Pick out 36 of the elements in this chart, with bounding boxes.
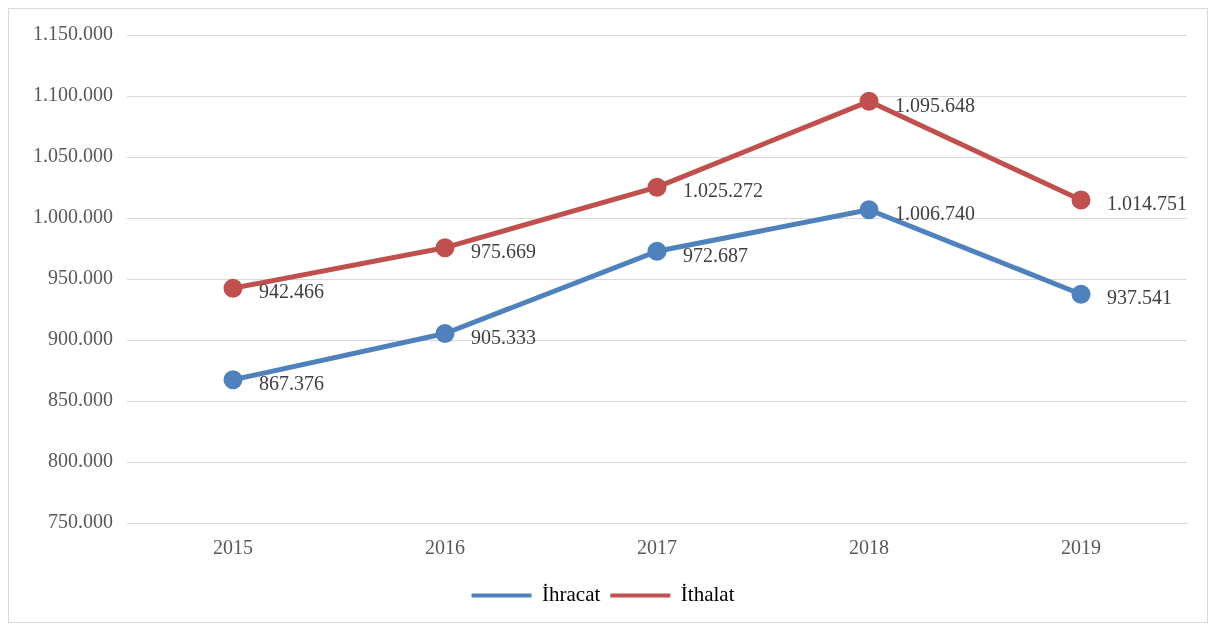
legend-label: İhracat [542,582,601,607]
y-tick-label: 750.000 [48,510,113,533]
x-tick-label: 2016 [425,536,465,559]
data-label: 1.025.272 [683,179,763,202]
data-label: 867.376 [259,372,324,395]
point [435,238,455,258]
data-label: 937.541 [1107,286,1172,309]
point [647,177,667,197]
data-label: 1.095.648 [895,93,975,116]
point [1071,284,1091,304]
point [859,200,879,220]
x-tick-label: 2019 [1061,536,1101,559]
point [859,91,879,111]
legend-label: İthalat [680,582,735,607]
data-label: 972.687 [683,243,748,266]
y-tick-label: 1.150.000 [33,22,113,45]
data-label: 905.333 [471,325,536,348]
y-tick-label: 800.000 [48,449,113,472]
data-label: 1.014.751 [1107,192,1187,215]
y-tick-label: 1.100.000 [33,83,113,106]
point [647,241,667,261]
point [223,370,243,390]
point [1071,190,1091,210]
y-tick-label: 950.000 [48,266,113,289]
x-tick-label: 2015 [213,536,253,559]
x-tick-label: 2018 [849,536,889,559]
y-tick-label: 900.000 [48,327,113,350]
data-label: 975.669 [471,239,536,262]
y-tick-label: 850.000 [48,388,113,411]
y-tick-label: 1.050.000 [33,144,113,167]
point [435,323,455,343]
data-label: 1.006.740 [895,202,975,225]
point [223,278,243,298]
x-tick-label: 2017 [637,536,677,559]
y-tick-label: 1.000.000 [33,205,113,228]
data-label: 942.466 [259,280,324,303]
